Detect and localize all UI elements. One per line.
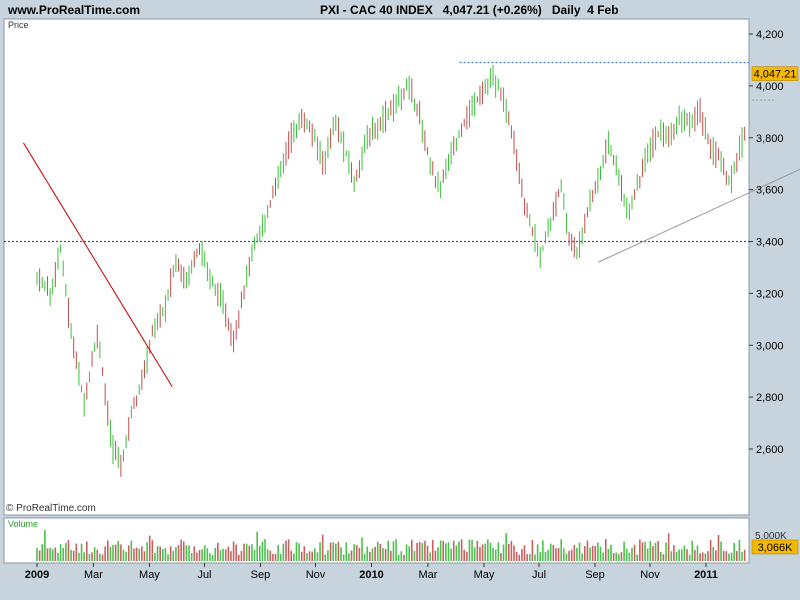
x-tick-label: Jul	[197, 569, 211, 581]
y-tick-label: 2,600	[756, 444, 784, 456]
y-tick-label: 3,200	[756, 288, 784, 300]
x-tick-label: Mar	[418, 569, 437, 581]
volume-last-box	[751, 539, 799, 555]
volume-tick-5000k: 5,000K	[755, 531, 787, 542]
last-value-marker: 4,047.21	[751, 66, 799, 81]
y-tick-label: 3,600	[756, 185, 784, 197]
y-tick-label: 2,800	[756, 392, 784, 404]
site-url[interactable]: www.ProRealTime.com	[8, 3, 141, 17]
x-tick-label: 2009	[25, 569, 49, 581]
period-label: Daily	[551, 3, 581, 17]
trend-lines	[23, 142, 800, 388]
x-tick-label: May	[139, 569, 160, 581]
y-tick-label: 3,400	[756, 237, 784, 249]
chart-header: www.ProRealTime.com PXI - CAC 40 INDEX 4…	[0, 0, 800, 20]
support-resistance-lines	[4, 61, 774, 243]
price-change: (+0.26%)	[492, 3, 542, 17]
last-value-box	[751, 66, 799, 81]
x-tick-label: Nov	[306, 569, 326, 581]
trend-line	[23, 142, 173, 388]
candlesticks	[36, 64, 746, 477]
price-axis[interactable]: 4,200 4,000 3,800 3,600 3,400 3,200 3,000 2,800…	[749, 29, 784, 456]
y-tick-label: 4,000	[756, 81, 784, 93]
x-tick-label: 2011	[694, 569, 718, 581]
x-tick-label: Sep	[585, 569, 605, 581]
trend-line	[597, 168, 800, 263]
time-axis[interactable]: 2009 Mar May Jul Sep Nov 2010 Mar May Jul Sep Nov 20…	[25, 563, 718, 581]
price-panel-bg	[3, 18, 750, 516]
last-value-label: 4,047.21	[754, 69, 797, 81]
chart-title: PXI - CAC 40 INDEX 4,047.21 (+0.26%) Dai…	[320, 3, 619, 17]
date-label: 4 Feb	[587, 3, 619, 17]
y-tick-label: 4,200	[756, 29, 784, 41]
x-tick-label: Jul	[532, 569, 546, 581]
y-tick-label: 3,000	[756, 340, 784, 352]
symbol-name: PXI - CAC 40 INDEX	[320, 3, 433, 17]
x-tick-label: 2010	[359, 569, 383, 581]
last-price: 4,047.21	[442, 3, 490, 17]
x-tick-label: Sep	[251, 569, 271, 581]
volume-bars	[36, 529, 746, 561]
x-tick-label: May	[474, 569, 495, 581]
x-tick-label: Mar	[84, 569, 103, 581]
copyright-label: © ProRealTime.com	[6, 503, 96, 514]
y-tick-label: 3,800	[756, 133, 784, 145]
volume-panel-label: Volume	[8, 519, 38, 529]
x-tick-label: Nov	[640, 569, 660, 581]
volume-panel: Volume	[3, 517, 750, 564]
price-panel-label: Price	[8, 20, 29, 30]
volume-last-label: 3,066K	[758, 542, 794, 554]
price-panel: Price © ProRealTime.com	[3, 18, 800, 516]
